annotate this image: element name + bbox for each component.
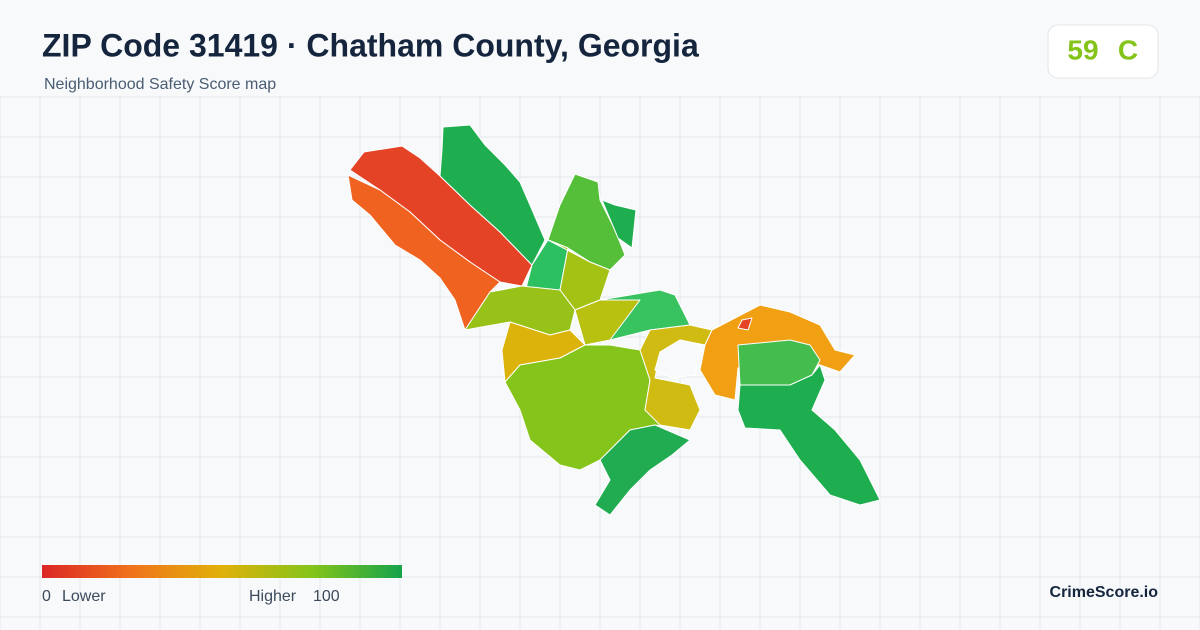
- legend-scale: [42, 565, 402, 578]
- subtitle: Neighborhood Safety Score map: [44, 76, 276, 93]
- legend-min: 0: [42, 588, 51, 605]
- area: [574, 299, 641, 346]
- zip-map: [347, 124, 881, 516]
- brand: CrimeScore.io: [1050, 584, 1159, 601]
- area: [439, 124, 546, 266]
- area: [654, 339, 701, 379]
- area: [594, 424, 691, 516]
- area: [737, 317, 753, 331]
- area: [639, 324, 713, 431]
- score-grade: C: [1118, 34, 1138, 65]
- legend-max-label: Higher: [249, 588, 297, 605]
- title: ZIP Code 31419 · Chatham County, Georgia: [42, 27, 699, 63]
- score-box: [1047, 24, 1159, 79]
- score-value: 59: [1067, 34, 1098, 65]
- area: [737, 364, 881, 506]
- legend-max: 100: [313, 588, 340, 605]
- area: [601, 199, 637, 249]
- legend-min-label: Lower: [62, 588, 106, 605]
